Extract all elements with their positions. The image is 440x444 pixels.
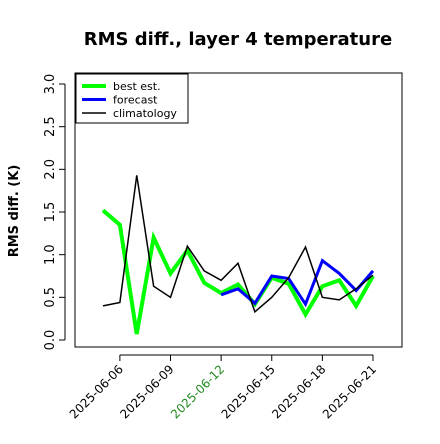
legend-label: forecast <box>113 94 158 107</box>
series-line-best-est <box>101 208 375 335</box>
x-axis: 2025-06-062025-06-092025-06-122025-06-15… <box>67 354 379 421</box>
plot-frame <box>74 72 403 348</box>
y-tick-label: 2.5 <box>43 116 58 137</box>
y-tick-label: 1.0 <box>43 244 58 265</box>
legend-label: climatology <box>113 107 177 120</box>
y-tick-label: 1.5 <box>43 202 58 223</box>
series-line-forecast <box>220 258 375 308</box>
series-line-climatology <box>102 175 374 314</box>
y-tick-label: 2.0 <box>43 159 58 180</box>
y-tick-label: 0.0 <box>43 330 58 351</box>
y-tick-label: 3.0 <box>43 74 58 95</box>
y-tick-label: 0.5 <box>43 287 58 308</box>
series-layer <box>101 175 375 335</box>
x-tick-label: 2025-06-21 <box>320 362 379 421</box>
legend-label: best est. <box>113 80 161 93</box>
y-axis: 0.0 0.5 1.0 1.5 2.0 2.5 3.0 <box>43 74 66 351</box>
y-axis-label: RMS diff. (K) <box>7 165 22 258</box>
chart-title: RMS diff., layer 4 temperature <box>84 29 392 50</box>
